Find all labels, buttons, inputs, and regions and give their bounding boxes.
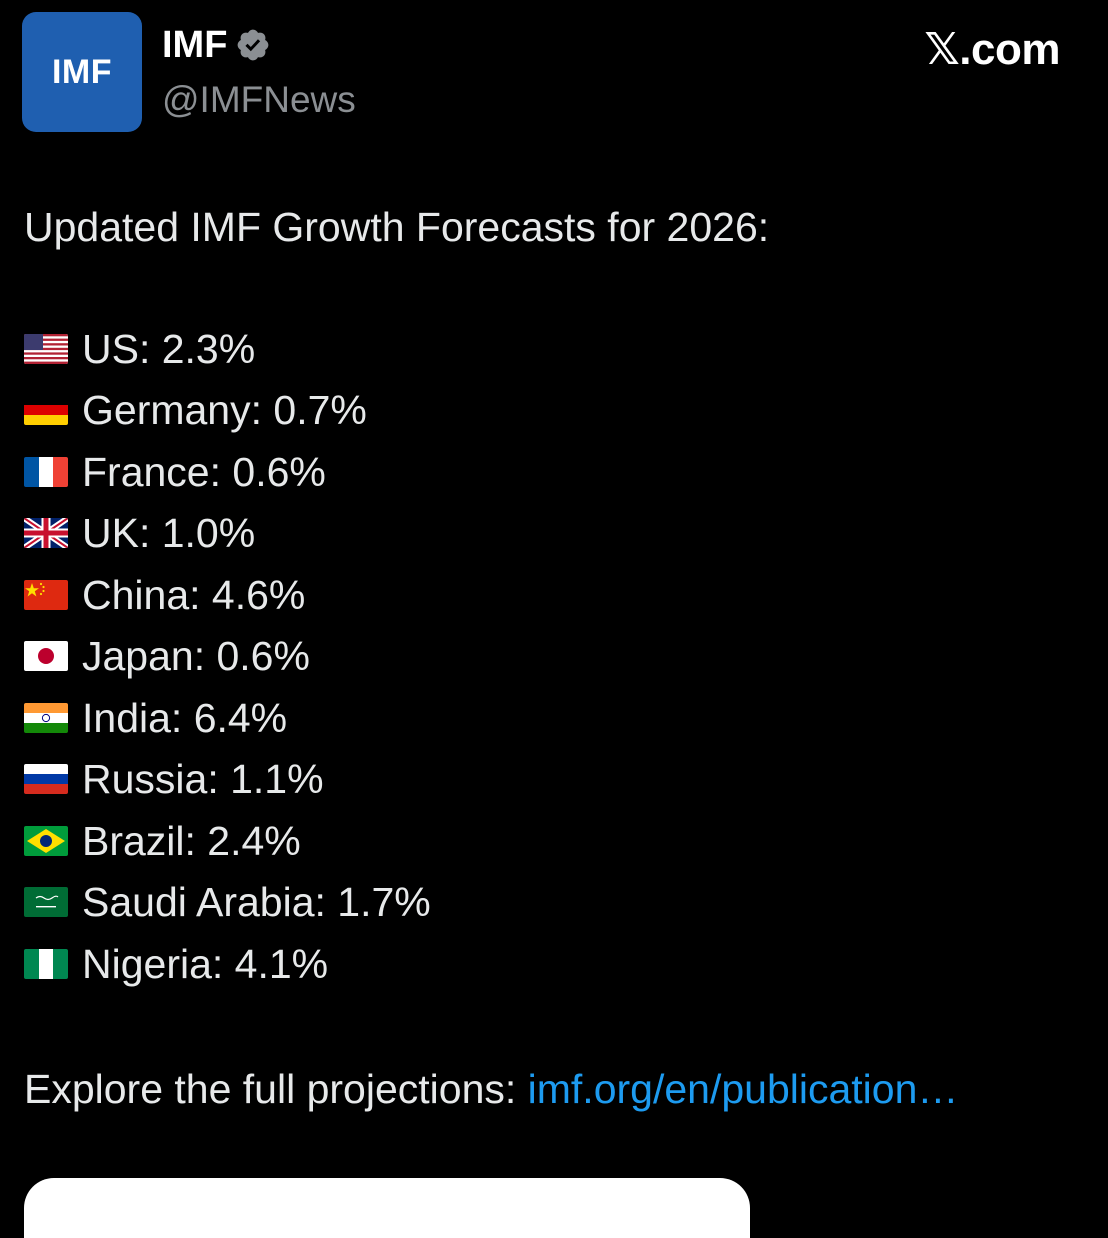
author-handle[interactable]: @IMFNews (162, 79, 356, 120)
forecast-text: US: 2.3% (82, 325, 256, 372)
verified-badge-icon (235, 27, 271, 63)
brazil-flag-icon (24, 825, 68, 856)
forecast-text: Saudi Arabia: 1.7% (82, 879, 431, 926)
forecast-text: India: 6.4% (82, 694, 288, 741)
list-item: India: 6.4% (24, 687, 431, 749)
forecast-list: US: 2.3% Germany: 0.7% France: 0.6% (24, 318, 431, 995)
explore-label: Explore the full projections: (24, 1066, 528, 1112)
author-name-row[interactable]: IMF (162, 22, 271, 68)
uk-flag-icon (24, 518, 68, 549)
tweet-headline: Updated IMF Growth Forecasts for 2026: (24, 204, 770, 250)
list-item: Japan: 0.6% (24, 626, 431, 688)
list-item: Germany: 0.7% (24, 380, 431, 442)
projections-link[interactable]: imf.org/en/publication… (527, 1066, 959, 1112)
forecast-text: Russia: 1.1% (82, 756, 324, 803)
forecast-text: Germany: 0.7% (82, 387, 367, 434)
explore-line: Explore the full projections: imf.org/en… (24, 1064, 958, 1114)
list-item: US: 2.3% (24, 318, 431, 380)
nigeria-flag-icon (24, 948, 68, 979)
list-item: Brazil: 2.4% (24, 810, 431, 872)
forecast-text: Brazil: 2.4% (82, 817, 301, 864)
avatar[interactable]: IMF (22, 12, 142, 132)
avatar-text: IMF (51, 52, 113, 91)
list-item: Saudi Arabia: 1.7% (24, 872, 431, 934)
list-item: China: 4.6% (24, 564, 431, 626)
china-flag-icon (24, 579, 68, 610)
france-flag-icon (24, 456, 68, 487)
japan-flag-icon (24, 641, 68, 672)
forecast-text: China: 4.6% (82, 571, 306, 618)
forecast-text: France: 0.6% (82, 448, 326, 495)
saudi-arabia-flag-icon (24, 887, 68, 918)
list-item: France: 0.6% (24, 441, 431, 503)
list-item: Nigeria: 4.1% (24, 933, 431, 995)
us-flag-icon (24, 333, 68, 364)
forecast-text: UK: 1.0% (82, 510, 256, 557)
forecast-text: Japan: 0.6% (82, 633, 310, 680)
russia-flag-icon (24, 764, 68, 795)
list-item: UK: 1.0% (24, 503, 431, 565)
x-com-logo: 𝕏.com (924, 25, 1060, 74)
germany-flag-icon (24, 395, 68, 426)
india-flag-icon (24, 702, 68, 733)
author-name[interactable]: IMF (162, 24, 228, 66)
list-item: Russia: 1.1% (24, 749, 431, 811)
link-preview-card[interactable] (24, 1178, 750, 1238)
forecast-text: Nigeria: 4.1% (82, 940, 329, 987)
